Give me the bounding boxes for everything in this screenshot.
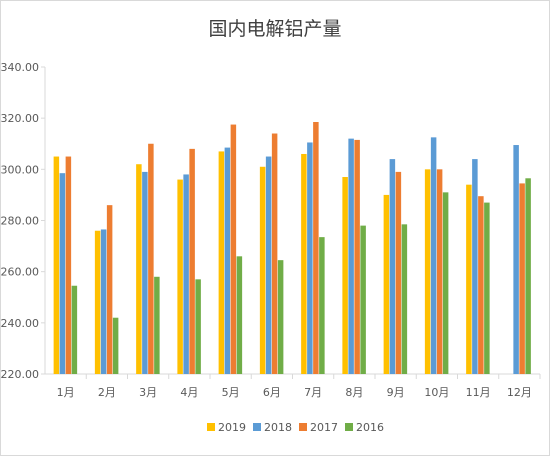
x-tick-label: 1月 <box>57 386 75 399</box>
bar-2019-2 <box>94 230 101 374</box>
bar-2018-3 <box>142 171 148 374</box>
legend-label-2017: 2017 <box>310 421 338 434</box>
bar-2017-3 <box>148 143 154 374</box>
y-tick-label: 320.00 <box>1 112 40 125</box>
bar-2018-11 <box>472 159 478 374</box>
bar-2018-12 <box>513 145 519 374</box>
bar-2019-6 <box>259 166 266 374</box>
bar-2019-9 <box>383 194 390 374</box>
bar-2016-2 <box>112 317 119 374</box>
legend-swatch-2017 <box>299 423 307 431</box>
chart-title: 国内电解铝产量 <box>208 18 342 40</box>
x-tick-label: 8月 <box>345 386 363 399</box>
bar-2018-6 <box>265 156 272 374</box>
x-tick-label: 9月 <box>387 386 405 399</box>
bar-2019-1 <box>53 156 60 374</box>
x-tick-label: 3月 <box>139 386 157 399</box>
bar-2016-8 <box>360 225 366 374</box>
bar-2016-5 <box>236 256 243 374</box>
bar-2017-7 <box>313 122 319 374</box>
x-tick-label: 6月 <box>263 386 281 399</box>
bar-2019-10 <box>424 169 431 374</box>
x-tick-label: 7月 <box>304 386 322 399</box>
bar-2016-7 <box>319 237 325 374</box>
bar-2017-11 <box>478 196 484 374</box>
bar-2017-9 <box>395 171 402 374</box>
bar-2019-7 <box>301 153 307 374</box>
bar-2016-9 <box>401 224 408 374</box>
x-tick-label: 5月 <box>222 386 240 399</box>
y-tick-label: 280.00 <box>1 215 40 228</box>
bar-2017-4 <box>189 148 195 374</box>
y-tick-label: 240.00 <box>1 317 40 330</box>
bar-2017-2 <box>106 205 113 374</box>
bar-2018-9 <box>389 159 396 374</box>
x-tick-label: 11月 <box>466 386 491 399</box>
bar-2016-1 <box>71 285 78 374</box>
legend-label-2018: 2018 <box>264 421 292 434</box>
bar-2019-8 <box>342 177 348 374</box>
x-tick-label: 10月 <box>424 386 449 399</box>
bar-2017-6 <box>271 133 278 374</box>
bar-2018-10 <box>430 137 437 374</box>
bar-2016-4 <box>195 279 201 374</box>
bar-2018-7 <box>307 142 313 374</box>
bar-2018-8 <box>348 138 354 374</box>
bar-2017-5 <box>230 124 237 374</box>
bar-2018-2 <box>100 229 107 374</box>
bar-2019-3 <box>136 164 142 374</box>
bar-2019-4 <box>177 179 183 374</box>
y-tick-label: 220.00 <box>1 368 40 381</box>
bar-2017-8 <box>354 139 360 374</box>
bar-2018-4 <box>183 174 189 374</box>
bar-2017-1 <box>65 156 72 374</box>
legend-swatch-2019 <box>207 423 215 431</box>
bar-2018-5 <box>224 147 231 374</box>
bar-2016-11 <box>484 202 490 374</box>
legend-label-2016: 2016 <box>356 421 384 434</box>
legend-label-2019: 2019 <box>218 421 246 434</box>
bar-2017-10 <box>436 169 443 374</box>
y-tick-label: 260.00 <box>1 266 40 279</box>
legend-swatch-2018 <box>253 423 261 431</box>
bar-2019-5 <box>218 151 225 374</box>
bar-2016-6 <box>277 260 284 374</box>
y-tick-label: 300.00 <box>1 163 40 176</box>
x-tick-label: 2月 <box>98 386 116 399</box>
y-tick-label: 340.00 <box>1 61 40 74</box>
bar-2016-12 <box>525 178 531 374</box>
bar-2017-12 <box>519 183 525 374</box>
x-tick-label: 12月 <box>507 386 532 399</box>
bar-2016-3 <box>154 276 160 374</box>
x-tick-label: 4月 <box>180 386 198 399</box>
bar-2019-11 <box>466 184 472 374</box>
legend-swatch-2016 <box>345 423 353 431</box>
bar-2016-10 <box>442 192 449 374</box>
bar-2018-1 <box>59 173 66 374</box>
